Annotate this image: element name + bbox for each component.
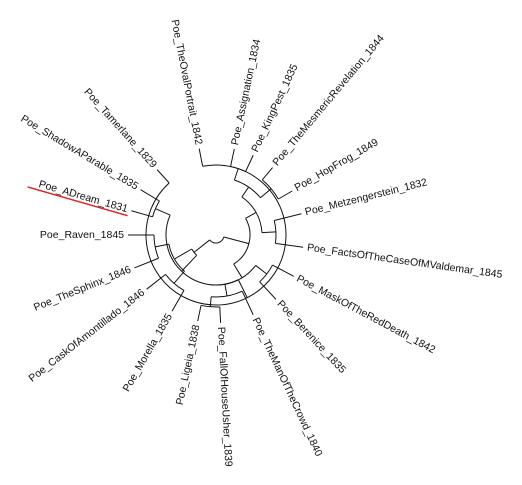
- dendrogram-branches: [128, 148, 304, 323]
- branch-arc: [152, 200, 160, 217]
- branch-arc: [230, 166, 246, 173]
- branch-radial: [241, 290, 254, 315]
- branch-radial: [155, 208, 171, 216]
- branch-radial: [224, 284, 228, 297]
- branch-radial: [272, 264, 294, 277]
- branch-radial: [261, 231, 276, 234]
- branch-radial: [140, 189, 160, 202]
- branch-radial: [241, 186, 250, 198]
- branch-arc: [145, 164, 287, 306]
- branch-radial: [278, 190, 293, 200]
- branch-radial: [146, 274, 166, 290]
- branch-arc: [234, 179, 261, 199]
- branch-radial: [255, 265, 268, 275]
- branch-radial: [134, 257, 159, 269]
- leaf-label-poe-metzengerstein-1832: Poe_Metzengerstein_1832: [304, 176, 429, 218]
- branch-radial: [275, 242, 304, 248]
- highlight-underline: [27, 186, 128, 217]
- branch-arc: [209, 236, 225, 244]
- branch-radial: [156, 169, 170, 184]
- leaf-label-poe-adream-1831: Poe_ADream_1831: [37, 178, 129, 215]
- leaf-label-poe-hopfrog-1849: Poe_HopFrog_1849: [293, 136, 381, 194]
- branch-radial: [233, 263, 243, 278]
- branch-arc: [224, 265, 257, 285]
- branch-radial: [230, 148, 235, 167]
- leaf-label-poe-raven-1845: Poe_Raven_1845: [40, 229, 124, 241]
- leaf-label-poe-ligeia-1838: Poe_Ligeia_1838: [174, 324, 203, 407]
- branch-radial: [181, 254, 198, 272]
- branch-radial: [193, 239, 211, 253]
- branch-arc: [191, 248, 198, 256]
- branch-arc: [233, 218, 251, 265]
- branch-radial: [233, 168, 239, 181]
- leaf-label-poe-theovalportrait-1842: Poe_TheOvalPortrait_1842: [168, 19, 204, 146]
- branch-radial: [171, 290, 185, 312]
- branch-radial: [261, 167, 273, 181]
- leaf-label-poe-morella-1835: Poe_Morella_1835: [121, 311, 176, 393]
- leaf-labels: Poe_TheOvalPortrait_1842 Poe_Assignation_…: [19, 19, 504, 468]
- branch-radial: [197, 305, 202, 322]
- branch-radial: [174, 248, 193, 260]
- branch-arc: [211, 290, 243, 298]
- branch-radial: [260, 188, 272, 199]
- branch-radial: [245, 155, 254, 172]
- leaf-label-poe-berenice-1835: Poe_Berenice_1835: [275, 298, 349, 376]
- branch-radial: [209, 296, 212, 307]
- branch-radial: [219, 306, 222, 323]
- highlight-layer: [27, 186, 128, 217]
- branch-arc: [165, 214, 239, 286]
- branch-radial: [237, 279, 248, 298]
- branch-radial: [274, 213, 302, 221]
- leaf-label-poe-factsofthecaseofmvaldemar-1845: Poe_FactsOfTheCaseOfMValdemar_1845: [306, 242, 503, 281]
- branch-radial: [245, 212, 257, 219]
- branch-radial: [223, 236, 250, 245]
- branch-radial: [173, 270, 185, 284]
- branch-radial: [259, 281, 277, 300]
- branch-arc: [241, 196, 263, 233]
- branch-radial: [198, 148, 204, 167]
- leaf-label-poe-fallofhouseusher-1839: Poe_FallOfHouseUsher_1839: [215, 327, 234, 468]
